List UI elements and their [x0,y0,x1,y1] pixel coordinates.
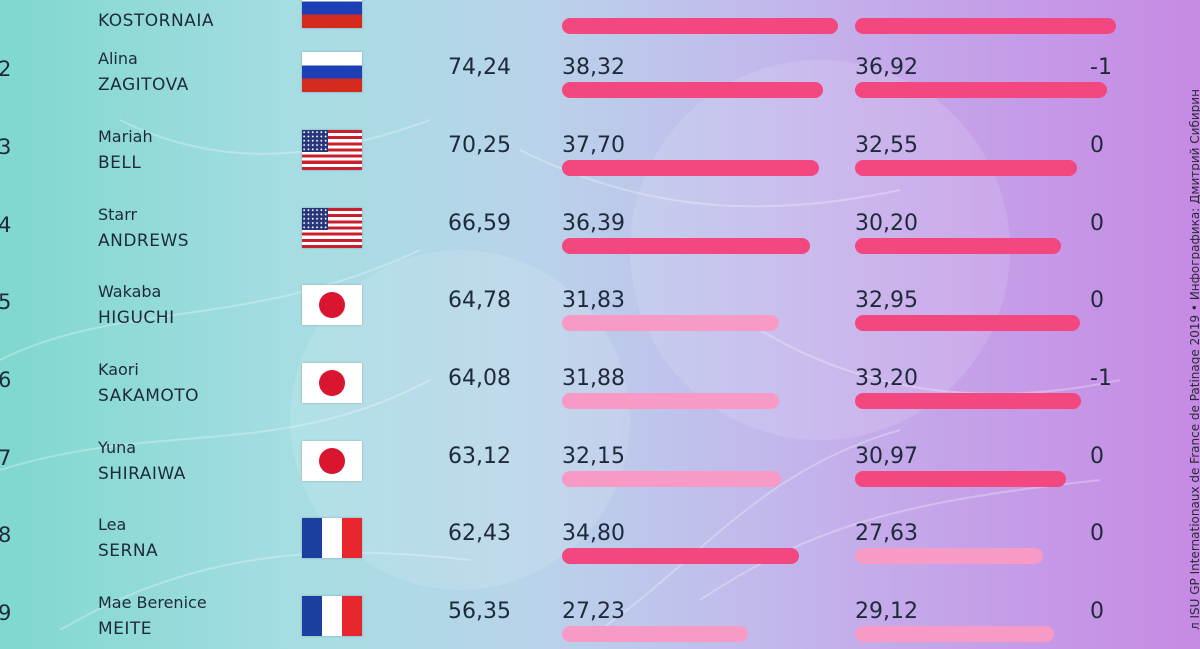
rank-number: 7 [0,446,12,470]
short-program-score: 31,88 [562,366,625,391]
short-program-bar [562,238,811,254]
free-skate-bar [855,82,1107,98]
france-flag [302,596,362,636]
short-program-score: 31,83 [562,288,625,313]
free-skate-bar [855,393,1082,409]
russia-flag [302,0,362,28]
total-score: 66,59 [448,211,511,236]
short-program-score: 32,15 [562,444,625,469]
free-skate-bar [855,315,1080,331]
position-change: -1 [1090,366,1112,391]
short-program-bar [562,82,824,98]
rank-number: 6 [0,368,12,392]
japan-flag [302,441,362,481]
free-skate-bar [855,548,1044,564]
rank-number: 8 [0,523,12,547]
table-row: KOSTORNAIA [0,0,1120,41]
total-score: 56,35 [448,599,511,624]
skater-last-name: MEITE [98,619,153,639]
free-skate-score: 30,97 [855,444,918,469]
position-change: 0 [1090,288,1104,313]
skater-last-name: HIGUCHI [98,308,175,328]
free-skate-score: 30,20 [855,211,918,236]
russia-flag [302,52,362,92]
total-score: 63,12 [448,444,511,469]
total-score: 64,08 [448,366,511,391]
table-row: 8 Lea SERNA 62,43 34,80 27,63 0 [0,493,1120,571]
table-row: 5 Wakaba HIGUCHI 64,78 31,83 32,95 0 [0,260,1120,338]
short-program-score: 38,32 [562,55,625,80]
table-row: 6 Kaori SAKAMOTO 64,08 31,88 33,20 -1 [0,338,1120,416]
short-program-score: 37,70 [562,133,625,158]
short-program-bar [562,471,782,487]
position-change: 0 [1090,444,1104,469]
short-program-bar [562,18,839,34]
position-change: 0 [1090,211,1104,236]
free-skate-score: 36,92 [855,55,918,80]
skater-last-name: KOSTORNAIA [98,11,214,31]
total-score: 70,25 [448,133,511,158]
skater-last-name: ZAGITOVA [98,75,189,95]
rank-number: 5 [0,290,12,314]
rank-number: 2 [0,57,12,81]
free-skate-score: 27,63 [855,521,918,546]
skater-first-name: Mariah [98,127,153,146]
free-skate-score: 32,95 [855,288,918,313]
short-program-bar [562,626,748,642]
free-skate-score: 32,55 [855,133,918,158]
free-skate-bar [855,160,1077,176]
table-row: 7 Yuna SHIRAIWA 63,12 32,15 30,97 0 [0,416,1120,494]
table-row: 3 Mariah BELL 70,25 37,70 32,55 0 [0,105,1120,183]
short-program-bar [562,548,800,564]
position-change: 0 [1090,599,1104,624]
skater-first-name: Alina [98,49,138,68]
japan-flag [302,285,362,325]
skater-first-name: Mae Berenice [98,593,207,612]
skater-first-name: Lea [98,515,127,534]
short-program-score: 36,39 [562,211,625,236]
table-row: 4 Starr ANDREWS 66,59 36,39 30,20 0 [0,183,1120,261]
japan-flag [302,363,362,403]
skater-first-name: Wakaba [98,282,162,301]
total-score: 62,43 [448,521,511,546]
free-skate-bar [855,238,1061,254]
short-program-bar [562,393,780,409]
skater-first-name: Starr [98,205,138,224]
free-skate-score: 29,12 [855,599,918,624]
skater-last-name: SAKAMOTO [98,386,200,406]
position-change: 0 [1090,133,1104,158]
free-skate-bar [855,471,1067,487]
rank-number: 9 [0,601,12,625]
rank-number: 3 [0,135,12,159]
short-program-score: 27,23 [562,599,625,624]
free-skate-score: 33,20 [855,366,918,391]
free-skate-bar [855,18,1117,34]
position-change: 0 [1090,521,1104,546]
skater-first-name: Kaori [98,360,139,379]
position-change: -1 [1090,55,1112,80]
skater-last-name: BELL [98,153,142,173]
total-score: 64,78 [448,288,511,313]
rank-number: 4 [0,213,12,237]
france-flag [302,518,362,558]
free-skate-bar [855,626,1054,642]
table-row: 2 Alina ZAGITOVA 74,24 38,32 36,92 -1 [0,27,1120,105]
usa-flag [302,208,362,248]
short-program-bar [562,160,820,176]
usa-flag [302,130,362,170]
skater-last-name: SERNA [98,541,159,561]
skater-first-name: Yuna [98,438,137,457]
skater-last-name: SHIRAIWA [98,464,186,484]
photo-credit: л ISU GP Internationaux de France de Pat… [1188,89,1200,630]
table-row: 9 Mae Berenice MEITE 56,35 27,23 29,12 0 [0,571,1120,649]
skater-last-name: ANDREWS [98,231,190,251]
total-score: 74,24 [448,55,511,80]
short-program-score: 34,80 [562,521,625,546]
short-program-bar [562,315,780,331]
